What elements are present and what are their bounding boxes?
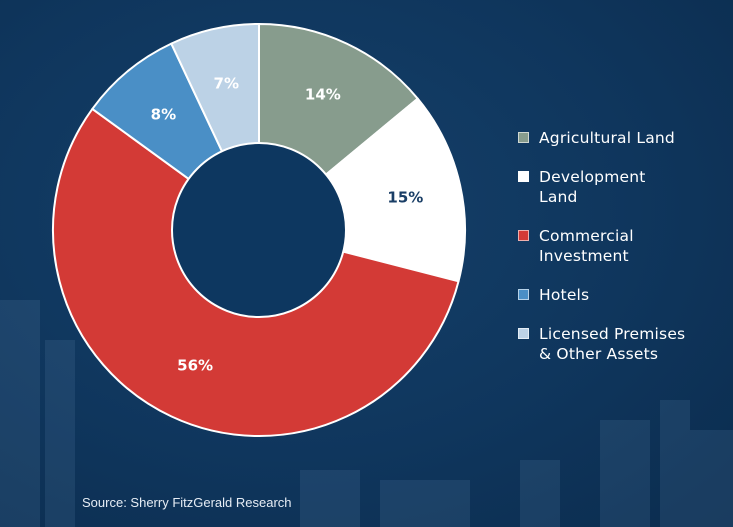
legend-item-licensed-premises: Licensed Premises & Other Assets [518,324,723,364]
legend-item-hotels: Hotels [518,285,723,305]
legend-label: Commercial Investment [539,227,634,265]
source-note: Source: Sherry FitzGerald Research [82,495,292,510]
legend-label: Licensed Premises & Other Assets [539,325,686,363]
legend-swatch [518,289,529,300]
legend-item-development-land: Development Land [518,167,723,207]
legend-item-commercial-investment: Commercial Investment [518,226,723,266]
slice-label-licensed-premises: 7% [214,75,239,93]
legend-item-agricultural-land: Agricultural Land [518,128,723,148]
slice-label-hotels: 8% [151,105,176,123]
legend-swatch [518,132,529,143]
legend: Agricultural Land Development Land Comme… [518,128,723,383]
legend-label: Hotels [539,286,590,304]
slice-labels: 14% 15% 56% 8% 7% [151,75,424,375]
legend-swatch [518,171,529,182]
legend-swatch [518,230,529,241]
slice-label-commercial-investment: 56% [177,357,213,375]
legend-label: Agricultural Land [539,129,675,147]
slice-label-agricultural-land: 14% [305,85,341,103]
legend-swatch [518,328,529,339]
donut-hole [171,142,347,318]
legend-label: Development Land [539,168,646,206]
slice-label-development-land: 15% [387,188,423,206]
